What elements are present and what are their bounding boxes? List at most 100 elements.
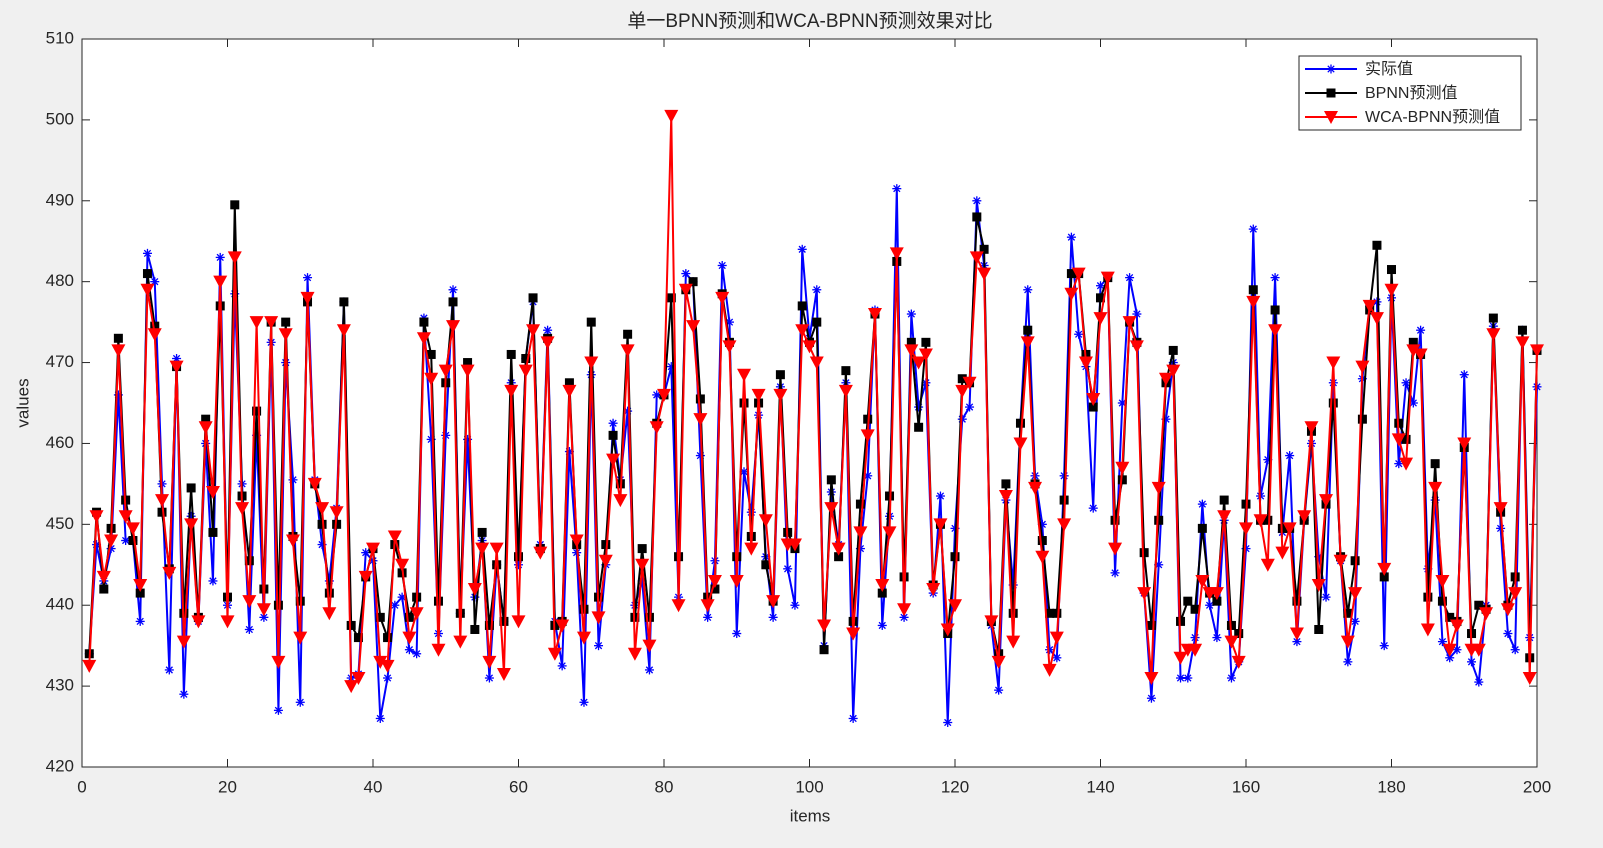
triangle-marker bbox=[409, 607, 424, 621]
triangle-marker bbox=[1253, 514, 1268, 528]
asterisk-stroke bbox=[1176, 674, 1185, 682]
asterisk-stroke bbox=[1096, 282, 1105, 290]
triangle-marker bbox=[504, 384, 519, 398]
square-marker bbox=[841, 366, 851, 376]
triangle-marker bbox=[802, 340, 817, 354]
square-marker bbox=[1328, 398, 1338, 408]
triangle-marker bbox=[380, 659, 395, 673]
triangle-marker bbox=[1100, 271, 1115, 285]
asterisk-stroke bbox=[1467, 658, 1476, 666]
square-marker bbox=[448, 297, 458, 307]
triangle-marker bbox=[795, 324, 810, 338]
asterisk-marker bbox=[215, 252, 225, 262]
triangle-marker bbox=[1057, 518, 1072, 532]
asterisk-marker bbox=[914, 402, 924, 412]
triangle-marker bbox=[838, 384, 853, 398]
triangle-marker bbox=[1260, 558, 1275, 572]
asterisk-marker bbox=[1052, 653, 1062, 663]
square-marker bbox=[914, 422, 924, 432]
asterisk-marker bbox=[514, 560, 523, 570]
triangle-marker bbox=[569, 534, 584, 548]
square-marker bbox=[404, 612, 414, 622]
triangle-marker bbox=[1108, 542, 1123, 556]
triangle-marker bbox=[1166, 364, 1181, 378]
triangle-marker bbox=[751, 388, 766, 402]
square-marker bbox=[1023, 325, 1033, 335]
square-marker bbox=[186, 483, 196, 493]
square-marker bbox=[834, 552, 844, 562]
square-marker bbox=[113, 333, 123, 343]
asterisk-stroke bbox=[1504, 629, 1512, 638]
asterisk-stroke bbox=[864, 472, 872, 480]
triangle-marker bbox=[329, 506, 344, 520]
asterisk-stroke bbox=[907, 310, 916, 318]
asterisk-marker bbox=[1459, 370, 1469, 380]
asterisk-stroke bbox=[878, 621, 886, 630]
triangle-marker bbox=[242, 595, 257, 609]
y-tick-label: 480 bbox=[46, 271, 74, 290]
triangle-marker bbox=[1362, 299, 1377, 313]
square-marker bbox=[383, 633, 393, 643]
triangle-marker bbox=[511, 615, 526, 629]
asterisk-marker bbox=[594, 641, 604, 651]
triangle-marker bbox=[1064, 287, 1079, 301]
asterisk-stroke bbox=[1453, 646, 1461, 654]
triangle-marker bbox=[1333, 554, 1348, 568]
triangle-marker bbox=[1311, 579, 1326, 592]
asterisk-stroke bbox=[1205, 601, 1214, 609]
y-tick-label: 420 bbox=[46, 756, 74, 775]
square-marker bbox=[906, 337, 916, 347]
square-marker bbox=[623, 329, 633, 339]
asterisk-marker bbox=[790, 600, 800, 610]
triangle-marker bbox=[984, 615, 999, 629]
asterisk-stroke bbox=[791, 601, 799, 609]
square-marker bbox=[1379, 572, 1389, 582]
square-marker bbox=[666, 293, 676, 303]
triangle-marker bbox=[1129, 340, 1144, 354]
triangle-marker bbox=[889, 247, 904, 261]
square-marker bbox=[1234, 629, 1244, 639]
asterisk-marker bbox=[1197, 499, 1207, 509]
triangle-marker bbox=[1493, 502, 1508, 516]
triangle-marker bbox=[104, 534, 119, 548]
triangle-marker bbox=[693, 413, 708, 427]
triangle-marker bbox=[948, 599, 962, 613]
triangle-marker bbox=[205, 485, 220, 499]
triangle-marker bbox=[882, 526, 897, 540]
triangle-marker bbox=[300, 291, 315, 305]
square-marker bbox=[1445, 612, 1455, 622]
asterisk-marker bbox=[1452, 645, 1462, 655]
triangle-marker bbox=[322, 607, 337, 621]
triangle-marker bbox=[576, 631, 591, 645]
square-marker bbox=[252, 406, 262, 416]
triangle-marker bbox=[1500, 603, 1515, 617]
triangle-marker bbox=[467, 583, 482, 597]
triangle-marker bbox=[875, 579, 890, 592]
triangle-marker bbox=[271, 655, 286, 669]
asterisk-marker bbox=[1146, 693, 1156, 703]
triangle-marker bbox=[1217, 510, 1232, 524]
triangle-marker bbox=[1006, 635, 1021, 649]
triangle-marker bbox=[147, 328, 162, 342]
square-marker bbox=[1015, 418, 1025, 428]
square-marker bbox=[426, 349, 436, 359]
triangle-marker bbox=[1020, 336, 1035, 350]
asterisk-stroke bbox=[216, 253, 224, 262]
triangle-marker bbox=[540, 336, 555, 350]
triangle-marker bbox=[686, 320, 701, 334]
asterisk-stroke bbox=[485, 674, 494, 682]
asterisk-marker bbox=[441, 430, 451, 440]
square-marker bbox=[812, 317, 822, 327]
asterisk-stroke bbox=[1053, 654, 1061, 662]
square-marker bbox=[506, 349, 516, 359]
asterisk-marker bbox=[877, 620, 887, 630]
asterisk-stroke bbox=[1475, 678, 1483, 686]
asterisk-stroke bbox=[849, 714, 857, 723]
triangle-marker bbox=[416, 332, 431, 346]
triangle-marker bbox=[1530, 344, 1544, 358]
triangle-marker bbox=[1049, 631, 1064, 645]
triangle-marker bbox=[1420, 623, 1435, 637]
square-marker bbox=[826, 475, 836, 485]
triangle-marker bbox=[1348, 587, 1363, 601]
